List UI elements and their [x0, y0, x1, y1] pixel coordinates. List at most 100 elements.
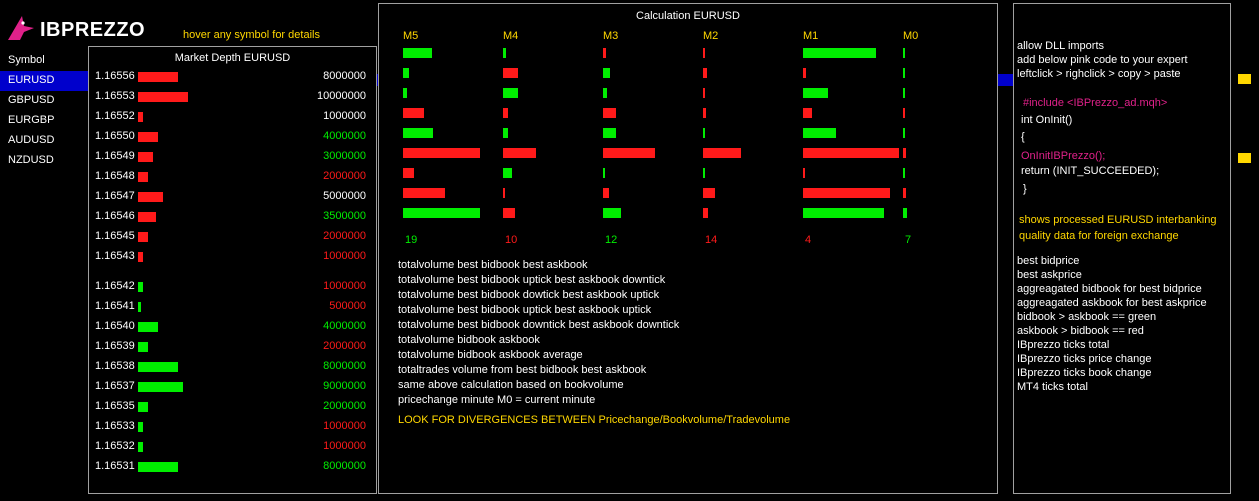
info-line: leftclick > righclick > copy > paste	[1017, 68, 1181, 80]
info-line: quality data for foreign exchange	[1019, 230, 1179, 242]
timeframe-header-m2: M2	[703, 30, 719, 42]
depth-volume: 1000000	[323, 280, 366, 292]
depth-row: 1.16535 2000000	[89, 399, 376, 415]
depth-price: 1.16545	[95, 230, 135, 242]
calc-bar	[603, 48, 606, 58]
depth-price: 1.16538	[95, 360, 135, 372]
calc-bar	[903, 48, 905, 58]
calc-bar	[703, 148, 741, 158]
calc-bar	[803, 208, 884, 218]
depth-volume: 2000000	[323, 400, 366, 412]
calc-description: totalvolume best bidbook dowtick best as…	[398, 289, 660, 301]
depth-volume: 2000000	[323, 230, 366, 242]
depth-volume: 2000000	[323, 170, 366, 182]
info-line: shows processed EURUSD interbanking	[1019, 214, 1217, 226]
calc-bar	[503, 208, 515, 218]
depth-volume: 2000000	[323, 340, 366, 352]
calc-bar	[503, 188, 505, 198]
app-logo: IBPREZZO	[6, 14, 146, 48]
symbol-item-eurusd[interactable]: EURUSD	[0, 71, 88, 91]
depth-row: 1.16545 2000000	[89, 229, 376, 245]
calc-bar	[703, 68, 707, 78]
calc-bar	[603, 188, 609, 198]
info-line: {	[1021, 131, 1025, 143]
calc-bar	[603, 148, 655, 158]
depth-volume-bar	[138, 112, 143, 122]
info-line: aggreagated askbook for best askprice	[1017, 297, 1207, 309]
depth-volume: 3500000	[323, 210, 366, 222]
timeframe-count: 19	[405, 234, 418, 246]
timeframe-count: 7	[905, 234, 912, 246]
depth-price: 1.16548	[95, 170, 135, 182]
depth-row: 1.16550 4000000	[89, 129, 376, 145]
depth-volume-bar	[138, 232, 148, 242]
depth-row: 1.16556 8000000	[89, 69, 376, 85]
timeframe-count: 10	[505, 234, 518, 246]
calc-bar	[603, 168, 605, 178]
info-line: IBprezzo ticks book change	[1017, 367, 1152, 379]
depth-price: 1.16540	[95, 320, 135, 332]
depth-volume: 9000000	[323, 380, 366, 392]
calc-bar	[503, 88, 518, 98]
calc-bar	[703, 128, 705, 138]
depth-row: 1.16546 3500000	[89, 209, 376, 225]
symbol-item-eurgbp[interactable]: EURGBP	[8, 114, 55, 126]
info-line: aggreagated bidbook for best bidprice	[1017, 283, 1202, 295]
market-depth-title: Market Depth EURUSD	[174, 52, 291, 64]
depth-price: 1.16546	[95, 210, 135, 222]
calc-bar	[803, 188, 890, 198]
timeframe-header-m4: M4	[503, 30, 519, 42]
calc-description: totaltrades volume from best bidbook bes…	[398, 364, 647, 376]
depth-row: 1.16533 1000000	[89, 419, 376, 435]
symbol-list-header: Symbol	[8, 54, 45, 66]
calc-bar	[503, 168, 512, 178]
info-line: return (INIT_SUCCEEDED);	[1021, 165, 1160, 177]
calc-bar	[403, 208, 480, 218]
depth-volume-bar	[138, 212, 156, 222]
calc-description: totalvolume best bidbook downtick best a…	[398, 319, 680, 331]
depth-volume: 1000000	[323, 110, 366, 122]
calc-bar	[703, 168, 705, 178]
calc-bar	[903, 68, 905, 78]
calc-bar	[603, 128, 616, 138]
selection-indicator	[998, 74, 1013, 86]
depth-volume: 10000000	[317, 90, 366, 102]
depth-price: 1.16533	[95, 420, 135, 432]
info-line: int OnInit()	[1021, 114, 1073, 126]
calc-bar	[603, 68, 610, 78]
depth-volume: 1000000	[323, 420, 366, 432]
depth-row: 1.16542 1000000	[89, 279, 376, 295]
market-depth-panel: Market Depth EURUSD 1.16556 8000000 1.1655…	[88, 46, 377, 494]
symbol-item-audusd[interactable]: AUDUSD	[8, 134, 55, 146]
calc-bar	[603, 88, 607, 98]
info-line: askbook > bidbook == red	[1017, 325, 1144, 337]
depth-volume-bar	[138, 282, 143, 292]
depth-row: 1.16553 10000000	[89, 89, 376, 105]
info-line: best askprice	[1017, 269, 1082, 281]
depth-row: 1.16548 2000000	[89, 169, 376, 185]
info-line: best bidprice	[1017, 255, 1080, 267]
depth-volume-bar	[138, 92, 188, 102]
timeframe-count: 12	[605, 234, 618, 246]
yellow-square-marker	[1238, 153, 1251, 163]
depth-price: 1.16531	[95, 460, 135, 472]
timeframe-header-m3: M3	[603, 30, 619, 42]
info-line: allow DLL imports	[1017, 40, 1105, 52]
calc-bar	[503, 108, 508, 118]
depth-price: 1.16556	[95, 70, 135, 82]
symbol-list: EURUSD GBPUSD EURGBP AUDUSD NZDUSD	[0, 71, 88, 171]
depth-row: 1.16541 500000	[89, 299, 376, 315]
symbol-item-nzdusd[interactable]: NZDUSD	[8, 154, 54, 166]
depth-volume: 5000000	[323, 190, 366, 202]
depth-volume-bar	[138, 172, 148, 182]
calc-description: totalvolume best bidbook uptick best ask…	[398, 304, 652, 316]
brand-name: IBPREZZO	[40, 19, 146, 41]
depth-volume-bar	[138, 382, 183, 392]
calc-bar	[703, 88, 705, 98]
symbol-item-gbpusd[interactable]: GBPUSD	[8, 94, 55, 106]
depth-volume-bar	[138, 442, 143, 452]
calc-bar	[803, 148, 899, 158]
depth-price: 1.16532	[95, 440, 135, 452]
depth-price: 1.16547	[95, 190, 135, 202]
calc-bar	[703, 48, 705, 58]
